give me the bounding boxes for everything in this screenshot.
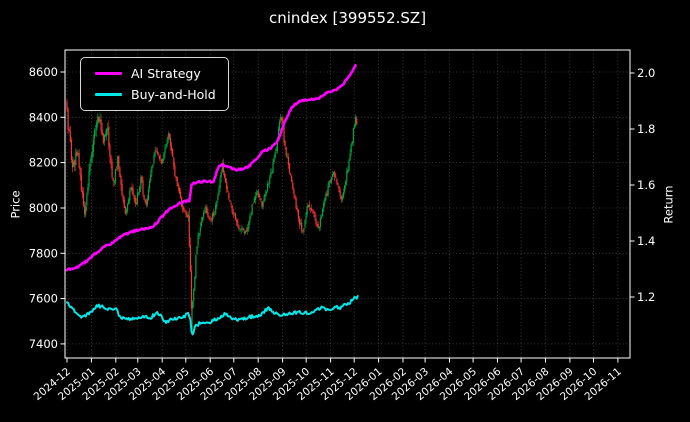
plot-frame xyxy=(64,49,631,359)
return-tick-label: 2.0 xyxy=(637,66,655,80)
price-tick-label: 7400 xyxy=(29,337,58,351)
ai-strategy-line-swatch xyxy=(95,71,122,76)
price-tick-label: 8600 xyxy=(29,65,58,79)
price-tick-label: 7800 xyxy=(29,246,58,260)
price-tick-label: 8000 xyxy=(29,201,58,215)
return-lines xyxy=(65,64,359,336)
y-axis-label-price: Price xyxy=(8,190,23,219)
candlestick-series xyxy=(66,99,358,333)
return-tick-label: 1.2 xyxy=(637,290,655,304)
return-tick-label: 1.4 xyxy=(637,234,655,248)
price-tick-label: 8400 xyxy=(29,110,58,124)
return-tick-label: 1.8 xyxy=(637,122,655,136)
legend-label-buy-and-hold: Buy-and-Hold xyxy=(131,87,216,102)
ai-strategy-line xyxy=(65,64,357,272)
gridlines xyxy=(65,50,630,358)
chart-title: cnindex [399552.SZ] xyxy=(268,9,427,27)
legend-item-ai-strategy: AI Strategy xyxy=(87,63,216,84)
up-candle-bodies xyxy=(73,116,357,309)
legend-item-buy-and-hold: Buy-and-Hold xyxy=(87,84,216,105)
price-tick-label: 8200 xyxy=(29,156,58,170)
legend-label-ai-strategy: AI Strategy xyxy=(131,66,201,81)
legend: AI Strategy Buy-and-Hold xyxy=(80,57,229,111)
price-tick-label: 7600 xyxy=(29,292,58,306)
tick-marks xyxy=(60,71,635,363)
y-axis-label-return: Return xyxy=(661,185,676,224)
return-tick-label: 1.6 xyxy=(637,178,655,192)
buy-and-hold-line xyxy=(66,295,359,336)
buy-and-hold-line-swatch xyxy=(95,92,122,97)
down-candle-bodies xyxy=(66,101,358,309)
